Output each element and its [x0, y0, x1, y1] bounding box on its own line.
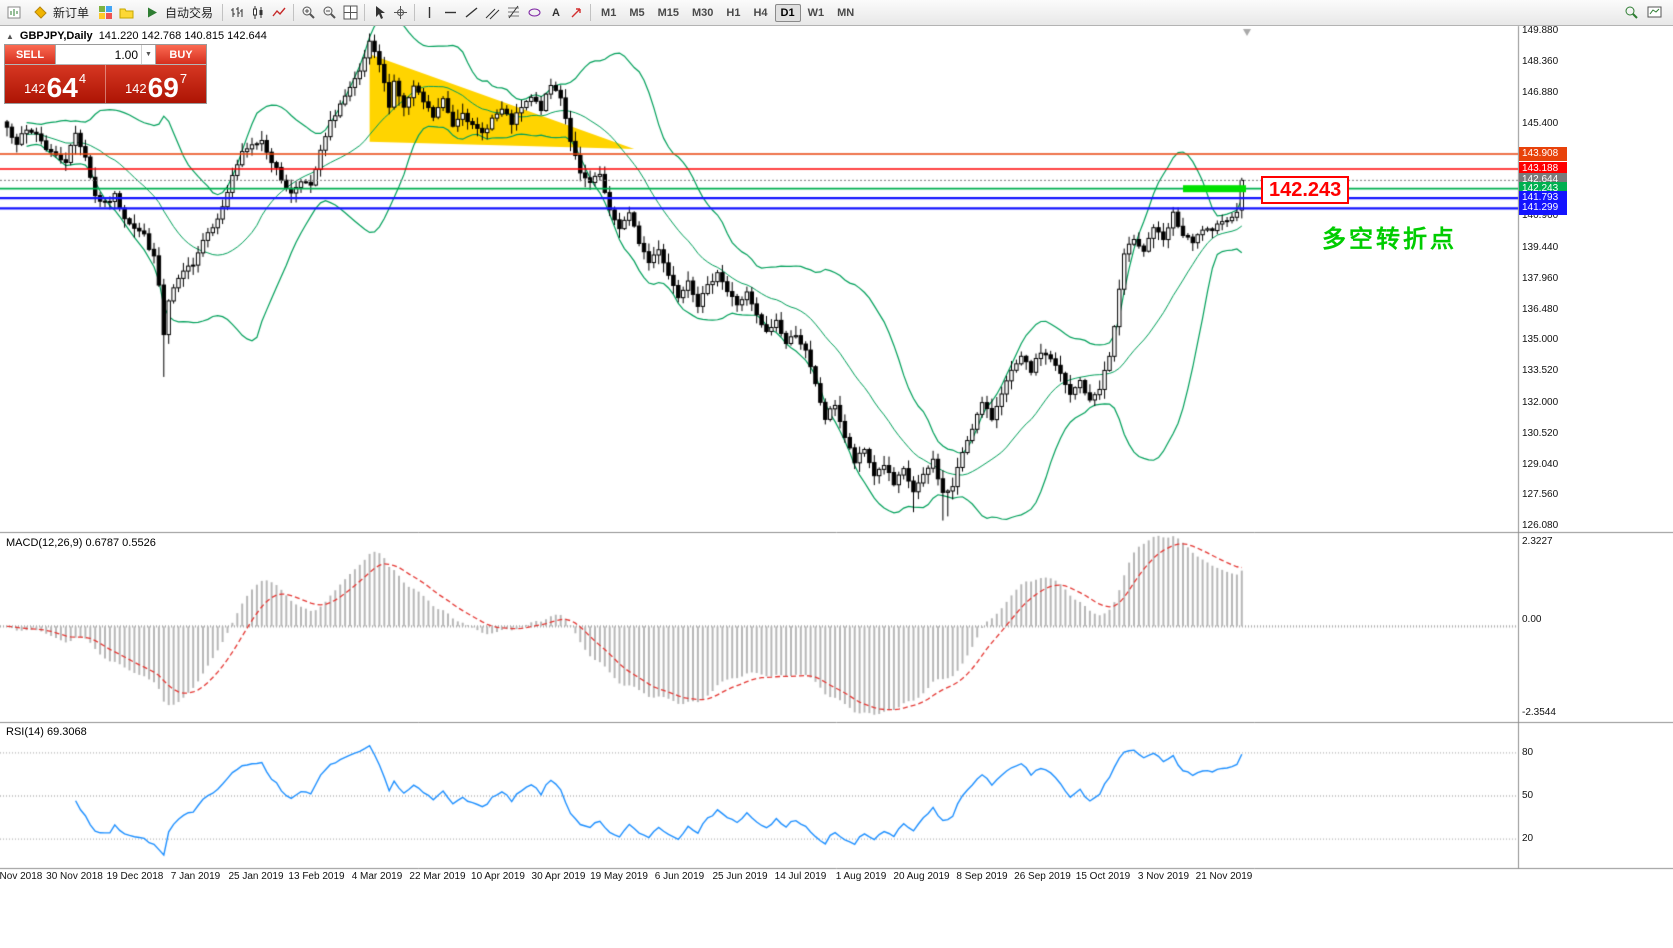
autotrade-button[interactable]: 自动交易 [137, 2, 218, 24]
new-order-button[interactable]: 新订单 [25, 2, 94, 24]
search-icon[interactable] [1621, 3, 1641, 23]
fibonacci-icon[interactable] [503, 3, 523, 23]
play-icon [142, 3, 162, 23]
trendline-icon[interactable] [461, 3, 481, 23]
channel-icon[interactable] [482, 3, 502, 23]
charts-grid-icon[interactable] [95, 3, 115, 23]
bar-chart-icon[interactable] [227, 3, 247, 23]
candlestick-chart-icon[interactable] [248, 3, 268, 23]
timeframe-m15[interactable]: M15 [652, 4, 685, 22]
horizontal-line-icon[interactable] [440, 3, 460, 23]
timeframe-m5[interactable]: M5 [623, 4, 650, 22]
profiles-icon[interactable] [116, 3, 136, 23]
cursor-icon[interactable] [369, 3, 389, 23]
toolbar-separator [364, 4, 366, 21]
tile-windows-icon[interactable] [340, 3, 360, 23]
svg-text:A: A [552, 7, 560, 19]
toolbar-separator [222, 4, 224, 21]
timeframe-d1[interactable]: D1 [774, 3, 801, 22]
zoom-in-icon[interactable] [298, 3, 318, 23]
crosshair-icon[interactable] [390, 3, 410, 23]
toolbar: 新订单 自动交易 [0, 0, 1673, 26]
timeframe-m30[interactable]: M30 [686, 4, 719, 22]
new-order-label: 新订单 [53, 6, 90, 20]
text-icon[interactable]: A [545, 3, 565, 23]
timeframe-m1[interactable]: M1 [595, 4, 622, 22]
new-order-icon [30, 3, 50, 23]
toolbar-separator [590, 4, 592, 21]
toolbar-separator [293, 4, 295, 21]
new-chart-icon[interactable] [4, 3, 24, 23]
toolbar-separator [414, 4, 416, 21]
timeframe-h1[interactable]: H1 [720, 4, 746, 22]
timeframe-w1[interactable]: W1 [802, 4, 831, 22]
timeframe-h4[interactable]: H4 [747, 4, 773, 22]
line-chart-icon[interactable] [269, 3, 289, 23]
arrows-icon[interactable] [566, 3, 586, 23]
timeframe-mn[interactable]: MN [831, 4, 860, 22]
zoom-out-icon[interactable] [319, 3, 339, 23]
shapes-icon[interactable] [524, 3, 544, 23]
vertical-line-icon[interactable] [419, 3, 439, 23]
chart-window-icon[interactable] [1644, 3, 1664, 23]
autotrade-label: 自动交易 [165, 6, 214, 20]
